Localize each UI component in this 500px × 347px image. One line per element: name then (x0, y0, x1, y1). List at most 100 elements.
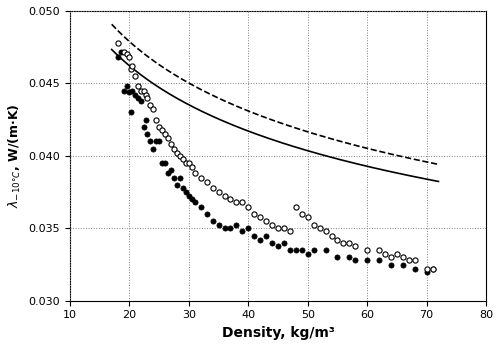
Point (274, 226, 282, 231)
Point (116, 49, 124, 54)
Point (188, 196, 196, 202)
Point (122, 84, 130, 89)
Point (126, 54, 134, 60)
Point (114, 40, 122, 45)
Point (250, 211, 258, 217)
Point (208, 185, 216, 191)
Point (244, 204, 252, 209)
Point (144, 132, 152, 137)
Point (244, 226, 252, 231)
Point (158, 127, 166, 133)
Point (274, 243, 282, 248)
Point (304, 214, 312, 220)
Point (176, 153, 184, 159)
Point (146, 102, 154, 108)
Point (322, 247, 330, 253)
Point (138, 88, 145, 93)
Point (226, 196, 234, 202)
Y-axis label: $\lambda_{-10°C}$, W/(m·K): $\lambda_{-10°C}$, W/(m·K) (7, 103, 23, 208)
Point (346, 255, 354, 260)
Point (182, 189, 190, 195)
Point (114, 54, 122, 60)
Point (226, 226, 234, 231)
Point (182, 160, 190, 166)
Point (399, 255, 407, 260)
Point (286, 247, 294, 253)
Point (328, 233, 336, 238)
Point (164, 170, 172, 176)
Point (179, 185, 187, 191)
Point (292, 247, 300, 253)
Point (256, 237, 264, 243)
Point (120, 49, 128, 54)
Point (238, 200, 246, 205)
Point (150, 146, 158, 151)
Point (138, 98, 145, 103)
Point (410, 257, 418, 263)
Point (191, 200, 199, 205)
Point (150, 107, 158, 112)
Point (298, 247, 306, 253)
Point (128, 63, 136, 69)
Point (393, 252, 401, 257)
Point (173, 150, 181, 156)
Point (167, 142, 175, 147)
Point (142, 92, 150, 98)
Point (363, 247, 371, 253)
Point (152, 138, 160, 144)
Point (197, 204, 205, 209)
Point (399, 262, 407, 267)
Point (286, 228, 294, 234)
X-axis label: Density, kg/m³: Density, kg/m³ (222, 326, 334, 340)
Point (161, 160, 169, 166)
Point (208, 218, 216, 224)
Point (173, 182, 181, 188)
Point (167, 168, 175, 173)
Point (334, 237, 342, 243)
Point (256, 214, 264, 220)
Point (346, 240, 354, 246)
Point (375, 257, 383, 263)
Point (128, 88, 136, 93)
Point (179, 156, 187, 162)
Point (352, 257, 360, 263)
Point (202, 211, 210, 217)
Point (128, 66, 136, 72)
Point (262, 233, 270, 238)
Point (310, 247, 318, 253)
Point (334, 255, 342, 260)
Point (316, 226, 324, 231)
Point (164, 136, 172, 141)
Point (422, 269, 430, 274)
Point (146, 138, 154, 144)
Point (202, 179, 210, 185)
Point (155, 124, 163, 130)
Point (238, 228, 246, 234)
Point (185, 194, 193, 199)
Point (158, 160, 166, 166)
Point (185, 160, 193, 166)
Point (152, 117, 160, 122)
Point (322, 228, 330, 234)
Point (410, 266, 418, 272)
Point (134, 95, 142, 101)
Point (161, 132, 169, 137)
Point (387, 262, 395, 267)
Point (405, 257, 413, 263)
Point (262, 218, 270, 224)
Point (188, 165, 196, 170)
Point (140, 88, 148, 93)
Point (132, 92, 140, 98)
Point (422, 266, 430, 272)
Point (381, 252, 389, 257)
Point (268, 240, 276, 246)
Point (126, 89, 134, 95)
Point (155, 138, 163, 144)
Point (428, 266, 436, 272)
Point (232, 223, 240, 228)
Point (191, 170, 199, 176)
Point (126, 110, 134, 115)
Point (304, 252, 312, 257)
Point (363, 257, 371, 263)
Point (292, 204, 300, 209)
